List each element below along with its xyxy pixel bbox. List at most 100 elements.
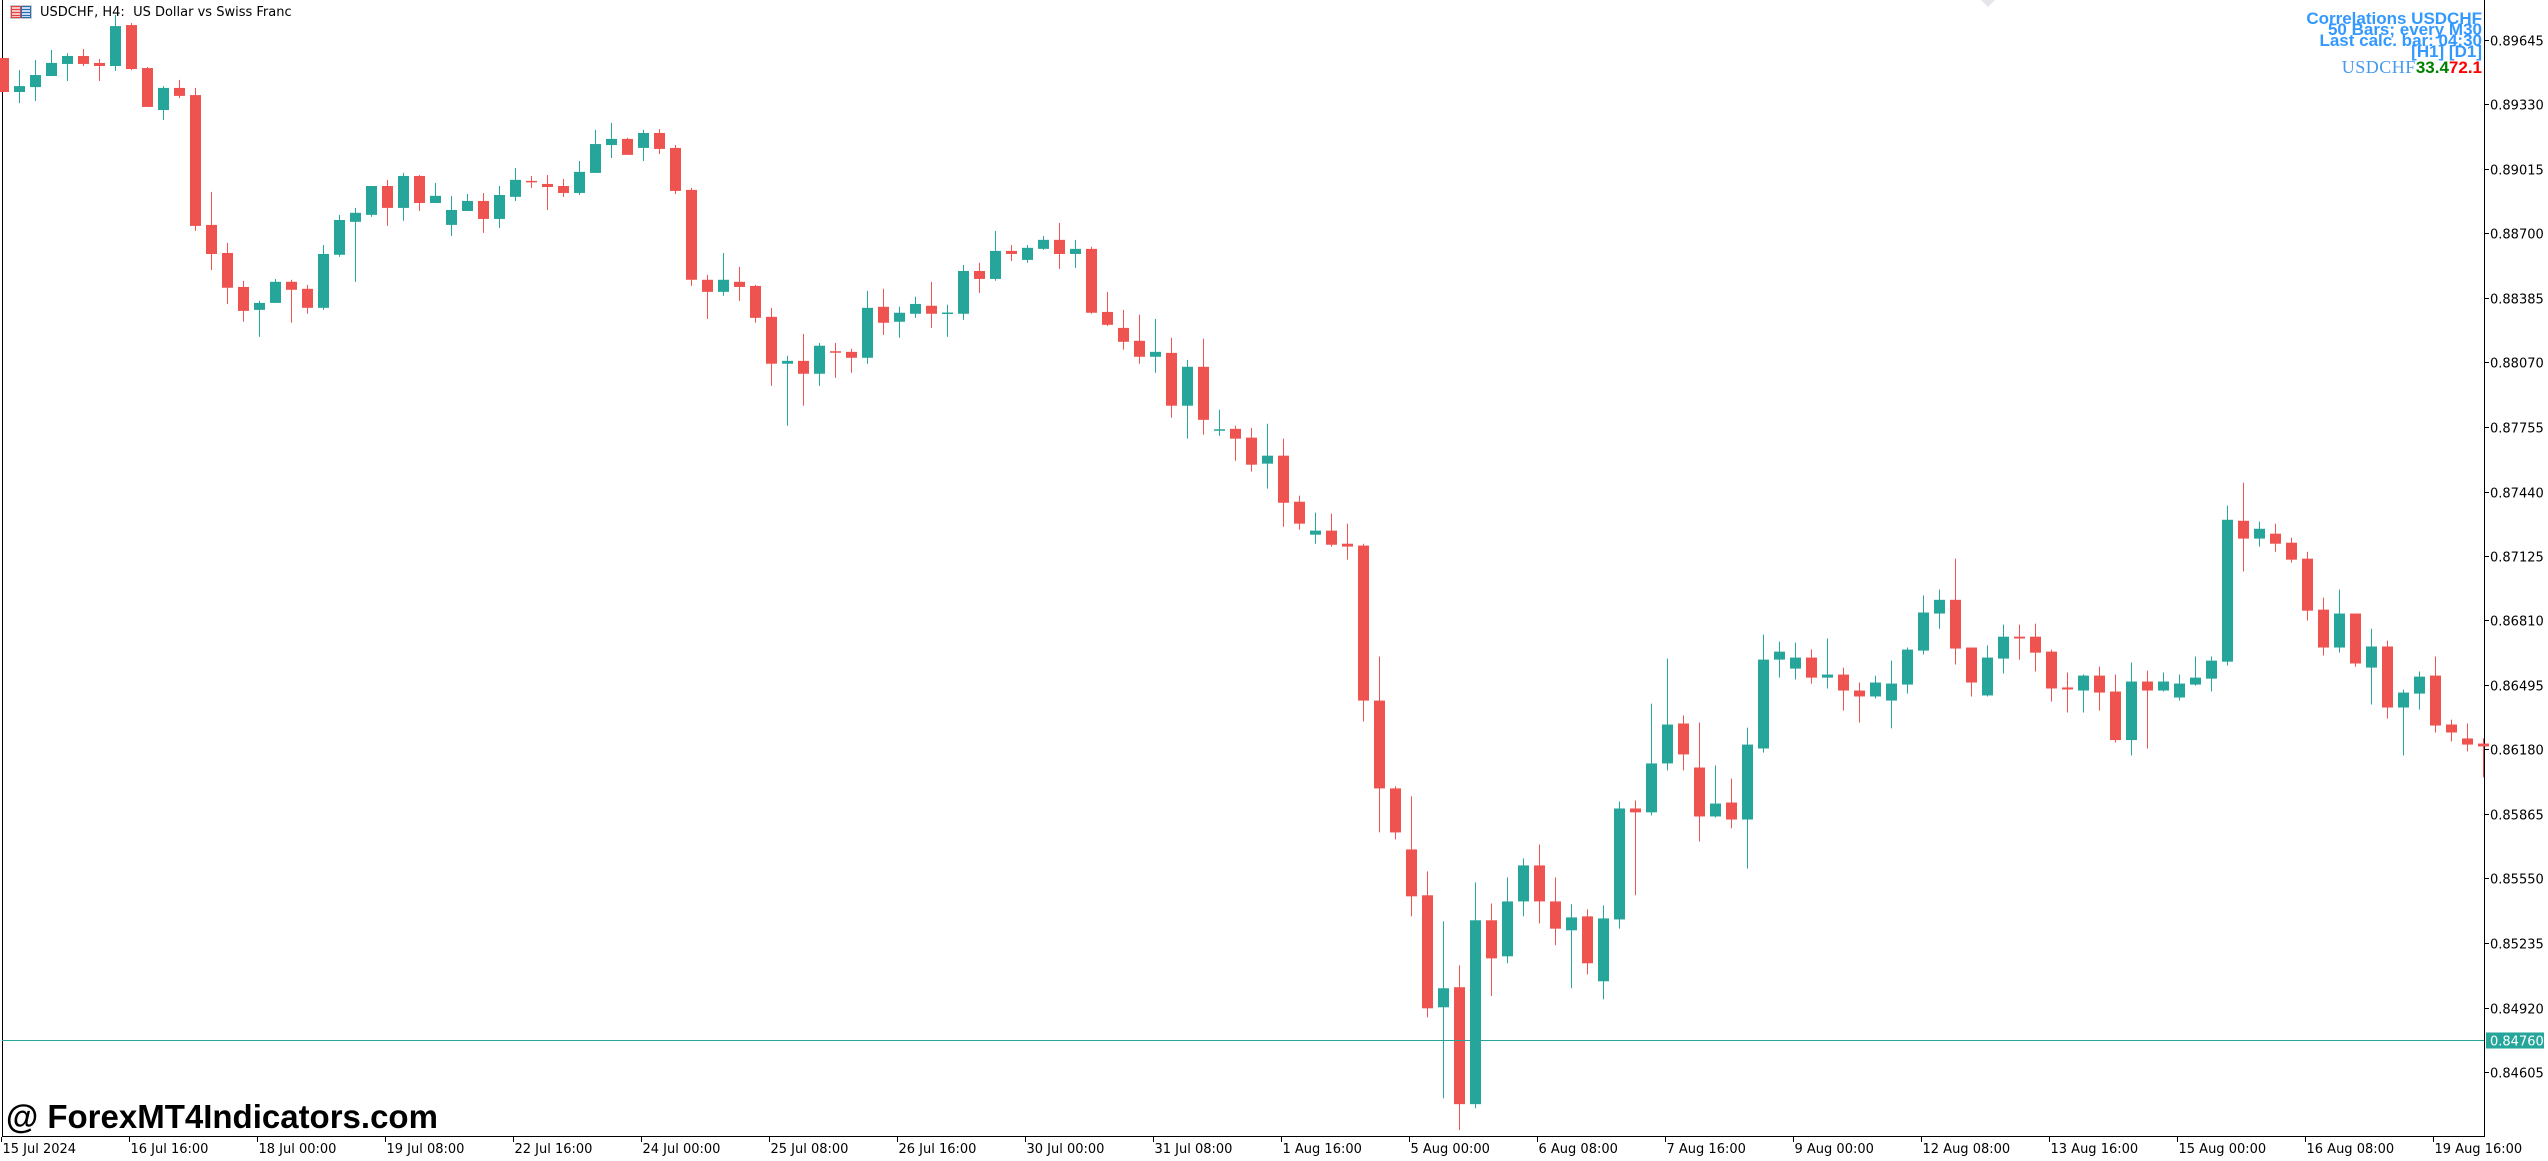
price-tick-label: 0.89330 (2490, 99, 2544, 114)
candle (238, 280, 249, 322)
candle (1422, 871, 1433, 1018)
candle (2302, 551, 2313, 621)
candle (94, 59, 105, 81)
candle (1502, 877, 1513, 964)
candle (1310, 512, 1321, 544)
candle (1326, 513, 1337, 547)
price-tick-label: 0.88385 (2490, 293, 2544, 308)
candle (2110, 674, 2121, 743)
price-tick-label: 0.89645 (2490, 35, 2544, 50)
candle (254, 300, 265, 337)
correlations-indicator-panel: Correlations USDCHF 50 Bars; every M30 L… (2306, 9, 2482, 77)
candle (2462, 723, 2473, 752)
candle (670, 145, 681, 194)
time-tick-label: 22 Jul 16:00 (515, 1142, 593, 1157)
candle (2350, 613, 2361, 667)
candle (702, 274, 713, 319)
candle (1646, 703, 1657, 816)
candle (2078, 674, 2089, 713)
candle (430, 182, 441, 203)
price-tick-label: 0.85550 (2490, 873, 2544, 888)
candle (1278, 438, 1289, 527)
candle (1950, 558, 1961, 665)
time-tick-label: 9 Aug 00:00 (1795, 1142, 1874, 1157)
candle (1838, 667, 1849, 711)
candle (158, 86, 169, 121)
candle (142, 67, 153, 107)
current-price-label: 0.84760 (2490, 1035, 2544, 1050)
time-tick-label: 7 Aug 16:00 (1667, 1142, 1746, 1157)
candle (526, 175, 537, 188)
indicator-bars-info: 50 Bars; every M30 (2327, 20, 2482, 39)
candle (78, 49, 89, 67)
candle (2014, 624, 2025, 660)
chart-window-icon (10, 5, 32, 19)
candle (1294, 495, 1305, 530)
time-scale[interactable]: 15 Jul 2024 16 Jul 16:00 18 Jul 00:00 19 Ju… (1, 1137, 2523, 1157)
price-scale[interactable]: 0.89645 0.89330 0.89015 0.88700 0.88385 0.880… (2484, 35, 2544, 1082)
candle (1166, 337, 1177, 418)
candle (0, 58, 9, 93)
candle (1518, 858, 1529, 917)
candle (718, 252, 729, 296)
candle (1390, 786, 1401, 840)
candle (1038, 235, 1049, 250)
candle (2286, 537, 2297, 563)
price-tick-label: 0.86810 (2490, 615, 2544, 630)
candle (830, 342, 841, 378)
candle (1230, 425, 1241, 461)
candle (782, 355, 793, 426)
candle (910, 296, 921, 318)
candle (1086, 246, 1097, 314)
candle (1102, 291, 1113, 326)
time-tick-label: 19 Aug 16:00 (2435, 1142, 2523, 1157)
candle (1406, 796, 1417, 917)
time-tick-label: 16 Aug 08:00 (2307, 1142, 2395, 1157)
one-click-trading-arrow-icon[interactable] (1981, 0, 1995, 7)
candle (174, 79, 185, 98)
indicator-d1-value: 72.1 (2448, 58, 2482, 77)
candle (2398, 689, 2409, 756)
candle (2222, 505, 2233, 666)
candle (1022, 244, 1033, 263)
candle (750, 284, 761, 323)
candle (190, 87, 201, 231)
candle (1822, 638, 1833, 689)
candle (1470, 882, 1481, 1109)
chart-title: USDCHF, H4: US Dollar vs Swiss Franc (40, 4, 292, 20)
candle (1582, 909, 1593, 975)
candle (558, 179, 569, 197)
time-tick-label: 15 Jul 2024 (3, 1142, 77, 1157)
candle (414, 174, 425, 211)
candle (1742, 727, 1753, 869)
candle (622, 137, 633, 155)
candle (654, 129, 665, 155)
indicator-title: Correlations USDCHF (2306, 9, 2482, 28)
candle (590, 129, 601, 173)
candle (1550, 877, 1561, 946)
candle (1726, 778, 1737, 829)
time-tick-label: 25 Jul 08:00 (771, 1142, 849, 1157)
candle (398, 172, 409, 221)
candle (2430, 656, 2441, 733)
candle (286, 279, 297, 323)
candle (1918, 595, 1929, 655)
candle (1982, 645, 1993, 697)
candle (334, 214, 345, 257)
candle (1054, 222, 1065, 269)
candle (1598, 905, 1609, 1000)
indicator-values-row: USDCHF33.472.1 (2306, 58, 2482, 77)
time-tick-label: 12 Aug 08:00 (1923, 1142, 2011, 1157)
candle (2414, 671, 2425, 710)
indicator-h1-value: 33.4 (2415, 58, 2449, 77)
price-tick-label: 0.88070 (2490, 357, 2544, 372)
time-tick-label: 13 Aug 16:00 (2051, 1142, 2139, 1157)
price-tick-label: 0.84605 (2490, 1067, 2544, 1082)
candle (1758, 634, 1769, 753)
candle (1198, 338, 1209, 435)
price-tick-label: 0.87440 (2490, 487, 2544, 502)
candle (318, 244, 329, 310)
candle (686, 187, 697, 286)
